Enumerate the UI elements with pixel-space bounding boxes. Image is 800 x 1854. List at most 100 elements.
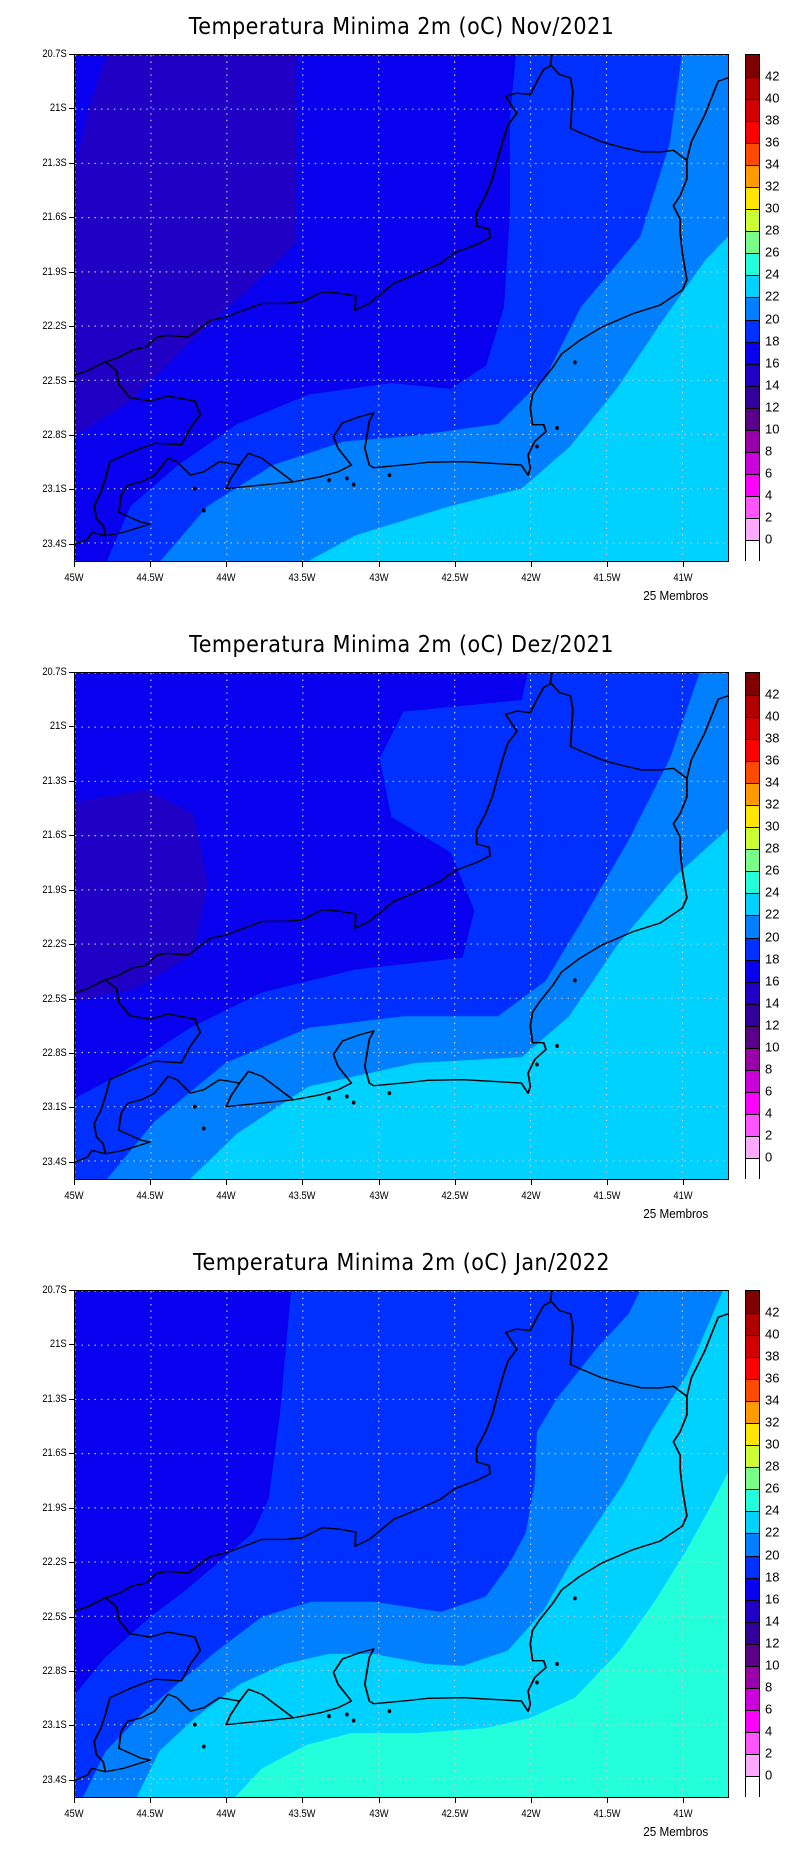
island [345,1712,349,1717]
x-axis-tick [530,1180,532,1185]
y-axis-tick [69,1507,74,1509]
colorbar-swatch [746,1313,759,1336]
x-axis-tick [302,1798,304,1803]
contour-region [308,236,728,561]
x-axis-tick-label: 44W [216,572,236,584]
x-axis-tick [226,1180,228,1185]
island [535,444,539,449]
x-axis-tick-label: 42.5W [441,1190,469,1202]
island [327,478,331,483]
y-axis-tick [69,1161,74,1163]
colorbar-label: 4 [765,1723,773,1739]
y-axis-tick [69,1053,74,1054]
coastline-border [75,673,553,994]
y-axis-tick-label: 21.9S [42,265,67,278]
map-panel-2: Temperatura Minima 2m (oC) Dez/2021 20.7S… [0,618,800,1236]
x-axis-tick-label: 41W [673,1190,693,1202]
colorbar-swatch [746,1621,759,1644]
colorbar-swatch [746,385,759,408]
x-axis-tick [302,562,304,567]
colorbar-swatch [746,517,759,540]
colorbar-swatch [746,739,759,762]
map-plot-area [74,672,729,1180]
colorbar-swatch [746,407,759,430]
colorbar-label: 32 [765,1414,780,1430]
colorbar-label: 22 [765,906,780,922]
colorbar-label: 38 [765,730,780,746]
colorbar-swatch [746,1577,759,1600]
colorbar-swatch [746,915,759,938]
island [573,978,577,983]
colorbar-label: 18 [765,333,780,349]
colorbar-label: 36 [765,1370,780,1386]
colorbar-swatch [746,1665,759,1688]
y-axis-tick [69,889,74,891]
x-axis-tick [378,562,380,567]
x-axis-tick-label: 44W [216,1808,236,1820]
colorbar [745,672,760,1180]
colorbar-label: 32 [765,178,780,194]
island [573,360,577,365]
colorbar-label: 4 [765,487,773,503]
x-axis-tick-label: 42W [521,1190,541,1202]
colorbar-swatch [746,761,759,784]
colorbar-label: 22 [765,288,780,304]
colorbar-swatch [746,1113,759,1136]
colorbar-swatch [746,1775,759,1798]
island [345,1094,349,1099]
x-axis-tick-label: 41.5W [593,1808,621,1820]
colorbar-label: 14 [765,1613,780,1629]
contour-region [75,790,208,1001]
x-axis-tick [683,562,685,567]
ensemble-members-note: 25 Membros [642,588,708,603]
x-axis-tick-label: 42W [521,1808,541,1820]
coastline-border [75,1693,240,1781]
y-axis-tick-label: 21.6S [42,1447,67,1460]
grid-layer [75,1291,728,1797]
colorbar-label: 22 [765,1524,780,1540]
colorbar-swatch [746,827,759,850]
colorbar-label: 30 [765,200,780,216]
colorbar-label: 12 [765,399,780,415]
colorbar-swatch [746,1489,759,1512]
x-axis-tick [683,1180,685,1185]
contour-region [136,1291,728,1797]
coastline-layer [75,55,728,545]
colorbar-swatch [746,1467,759,1490]
coastline-border [93,361,202,536]
chart-title: Temperatura Minima 2m (oC) Jan/2022 [192,1250,611,1276]
y-axis-tick-label: 22.2S [42,1556,67,1569]
colorbar-label: 0 [765,1149,773,1165]
colorbar-swatch [746,1533,759,1556]
y-axis-tick [69,1344,74,1346]
colorbar-label: 26 [765,862,780,878]
colorbar-swatch [746,1025,759,1048]
colorbar [745,54,760,562]
ensemble-members-note: 25 Membros [642,1206,708,1221]
island [387,1091,392,1096]
colorbar-swatch [746,363,759,386]
x-axis-tick [378,1798,380,1803]
colorbar-swatch [746,187,759,210]
island [327,1714,331,1719]
coastline-layer [75,673,728,1163]
colorbar-label: 32 [765,796,780,812]
island [387,1709,392,1714]
colorbar-swatch [746,1291,759,1314]
colorbar-label: 6 [765,1083,773,1099]
colorbar-label: 30 [765,818,780,834]
x-axis-tick [454,1798,456,1803]
colorbar-label: 24 [765,1502,780,1518]
colorbar-swatch [746,1379,759,1402]
island [345,476,349,481]
y-axis-tick-label: 23.1S [42,483,67,496]
colorbar-label: 26 [765,1480,780,1496]
colorbar-swatch [746,55,759,78]
y-axis-tick-label: 23.1S [42,1719,67,1732]
colorbar-label: 40 [765,708,780,724]
colorbar-label: 8 [765,1679,773,1695]
colorbar-label: 16 [765,1591,780,1607]
coastline-border [75,457,240,545]
y-axis-tick-label: 22.5S [42,992,67,1005]
